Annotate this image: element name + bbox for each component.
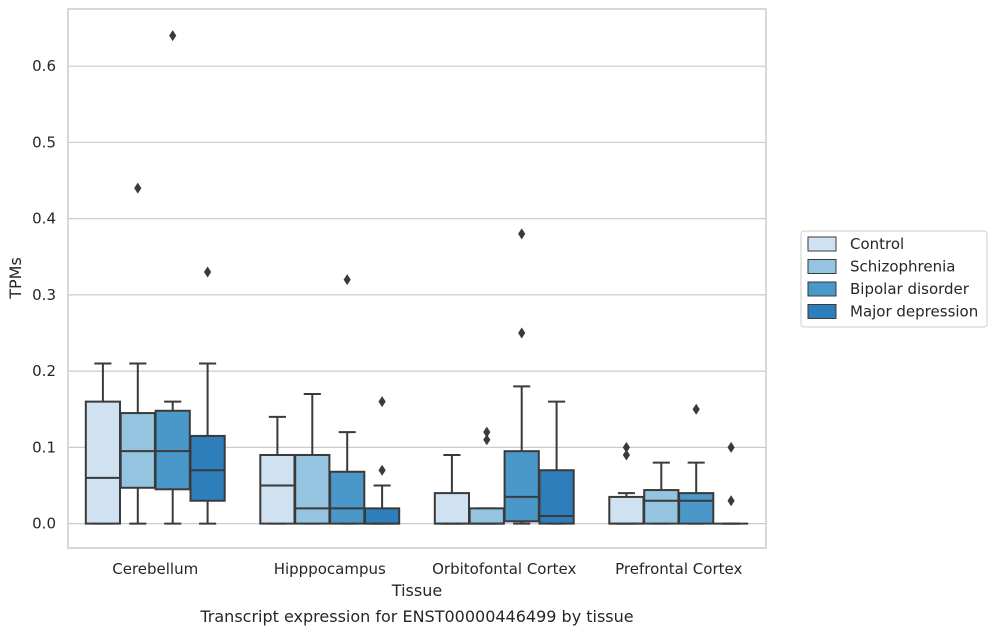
legend-label: Bipolar disorder <box>850 280 970 298</box>
box-body <box>608 495 645 525</box>
x-tick-label: Hipppocampus <box>274 560 386 578</box>
outlier-point <box>622 449 630 461</box>
y-tick-label: 0.0 <box>32 515 56 533</box>
box-body <box>189 434 226 502</box>
legend: Control Schizophrenia Bipolar disorder Majo… <box>800 230 988 328</box>
box-body <box>329 470 366 525</box>
outlier-point <box>727 441 735 453</box>
outlier-point <box>622 441 630 453</box>
outlier-point <box>727 495 735 507</box>
legend-frame <box>800 230 988 328</box>
legend-label: Schizophrenia <box>850 258 955 276</box>
box-body <box>84 400 122 525</box>
box-2-3 <box>538 400 575 525</box>
y-tick-label: 0.1 <box>32 438 56 456</box>
box-body <box>538 469 575 525</box>
legend-swatch <box>807 281 837 297</box>
y-tick-label: 0.2 <box>32 362 56 380</box>
legend-swatch <box>807 304 837 319</box>
y-tick-label: 0.6 <box>32 57 56 75</box>
y-tick-label: 0.4 <box>32 210 56 228</box>
box-3-3 <box>713 441 749 525</box>
box-3-0 <box>608 441 645 525</box>
x-axis-label: Tissue <box>391 581 442 600</box>
x-tick-label: Orbitofontal Cortex <box>432 560 576 578</box>
box-1-3 <box>363 396 401 525</box>
outlier-point <box>343 274 351 286</box>
legend-swatch <box>807 236 837 252</box>
outlier-point <box>134 182 142 194</box>
box-1-0 <box>259 415 296 525</box>
box-1-2 <box>329 274 366 525</box>
outlier-point <box>692 403 700 415</box>
outlier-point <box>204 266 212 278</box>
x-tick-label: Prefrontal Cortex <box>615 560 742 578</box>
box-body <box>468 507 505 525</box>
outlier-point <box>378 396 386 408</box>
y-axis-label: TPMs <box>6 257 25 300</box>
plot-frame <box>67 8 767 549</box>
x-tick-labels: Cerebellum Hipppocampus Orbitofontal Corte… <box>112 560 742 578</box>
outlier-point <box>378 464 386 476</box>
box-body <box>678 492 715 525</box>
outlier-point <box>518 228 526 240</box>
y-tick-labels: 0.0 0.1 0.2 0.3 0.4 0.5 0.6 <box>32 57 56 532</box>
box-3-2 <box>678 403 715 525</box>
outlier-point <box>483 434 491 446</box>
box-body <box>154 409 191 491</box>
box-body <box>433 492 471 525</box>
outlier-point <box>483 426 491 438</box>
chart-caption: Transcript expression for ENST0000044649… <box>199 607 633 626</box>
box-body <box>363 507 401 525</box>
y-tick-label: 0.5 <box>32 133 56 151</box>
box-0-1 <box>119 182 156 525</box>
box-0-3 <box>189 266 226 525</box>
box-body <box>259 453 296 525</box>
y-tick-label: 0.3 <box>32 286 56 304</box>
legend-label: Major depression <box>850 303 978 321</box>
box-2-0 <box>433 453 471 525</box>
box-1-1 <box>294 393 331 525</box>
box-0-2 <box>154 30 191 525</box>
box-body <box>503 450 540 523</box>
box-body <box>643 489 680 525</box>
legend-label: Control <box>850 235 904 253</box>
box-body <box>294 453 331 525</box>
x-tick-label: Cerebellum <box>112 560 198 578</box>
boxes-layer <box>84 30 749 525</box>
outlier-point <box>518 327 526 339</box>
legend-swatch <box>807 259 837 274</box>
outlier-point <box>169 30 177 42</box>
